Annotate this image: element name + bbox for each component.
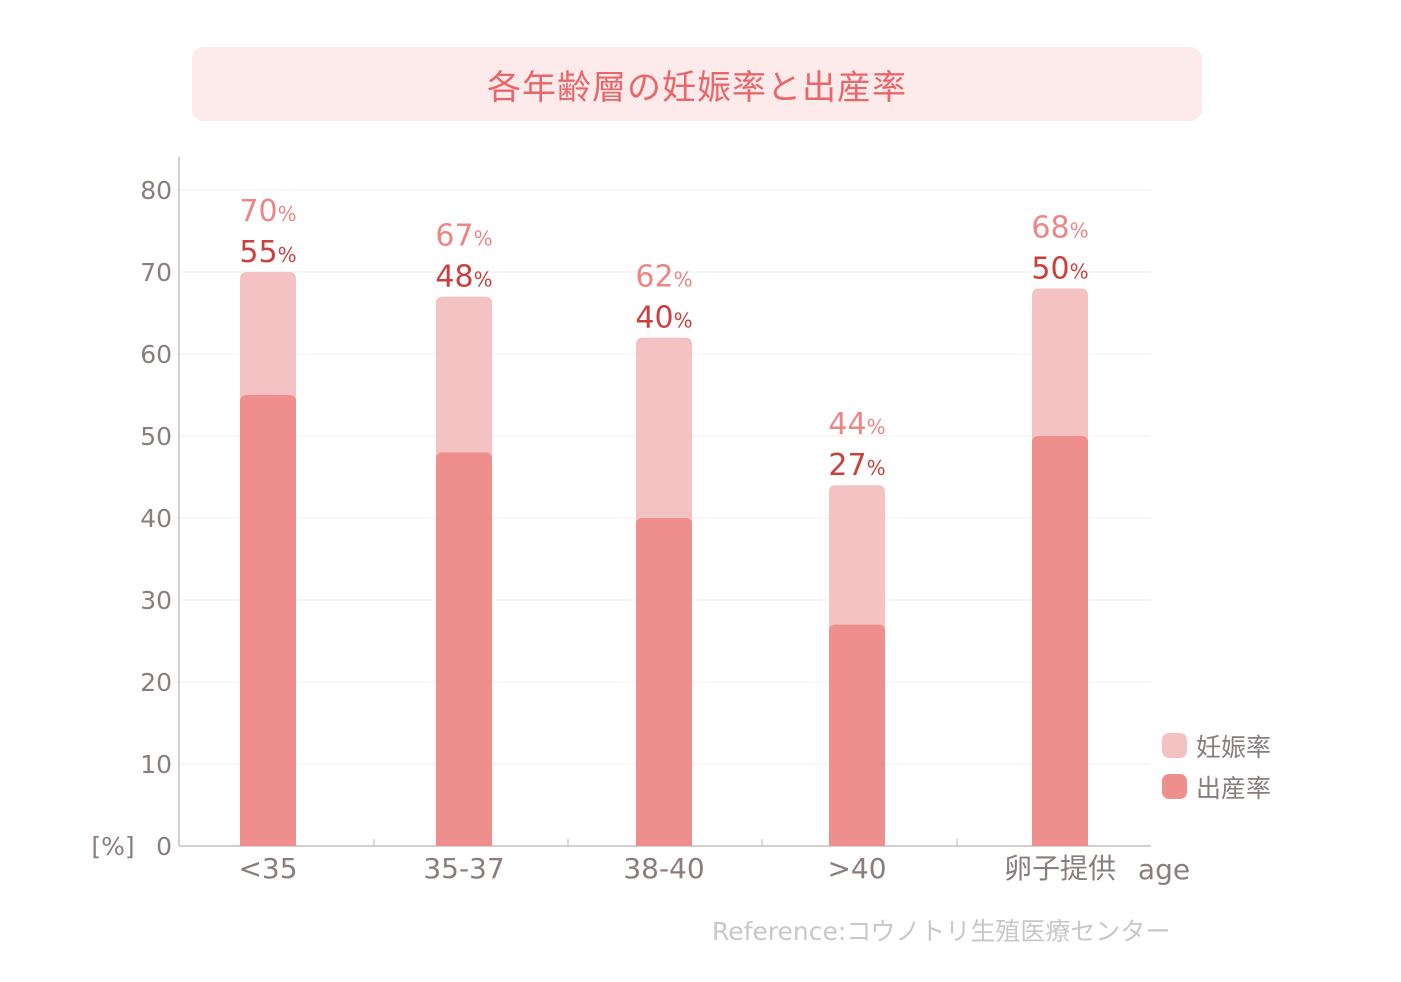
bar-birth-rate: [436, 452, 492, 846]
y-tick-label: 80: [140, 176, 172, 205]
bar-base: [240, 838, 296, 846]
data-label-pregnancy-rate: 62%: [635, 260, 692, 295]
x-tick-label: >40: [827, 852, 886, 885]
bar-birth-rate: [636, 518, 692, 846]
data-label-birth-rate: 48%: [435, 260, 492, 295]
reference-note: Reference:コウノトリ生殖医療センター: [712, 917, 1171, 946]
chart-title: 各年齢層の妊娠率と出産率: [487, 67, 907, 108]
data-label-birth-rate: 40%: [635, 301, 692, 336]
legend-label-pregnancy-rate: 妊娠率: [1196, 733, 1271, 762]
bar-base: [636, 838, 692, 846]
y-tick-label: 70: [140, 258, 172, 287]
bar-base: [436, 838, 492, 846]
x-unit-label: age: [1138, 853, 1190, 886]
chart-title-banner: 各年齢層の妊娠率と出産率: [192, 47, 1202, 121]
x-tick-label: 35-37: [423, 852, 504, 885]
y-tick-label: 50: [140, 422, 172, 451]
x-tick-label: 卵子提供: [1004, 852, 1116, 885]
x-tick-label: <35: [238, 852, 297, 885]
data-label-pregnancy-rate: 44%: [828, 407, 885, 442]
y-tick-label: 0: [156, 832, 172, 861]
legend-label-birth-rate: 出産率: [1196, 774, 1271, 803]
bar-birth-rate: [240, 395, 296, 846]
bar-birth-rate: [829, 624, 885, 846]
data-label-birth-rate: 55%: [239, 235, 296, 270]
x-tick-label: 38-40: [623, 852, 704, 885]
y-tick-label: 40: [140, 504, 172, 533]
bar-base: [829, 838, 885, 846]
legend-swatch-birth-rate: [1162, 774, 1187, 799]
y-tick-label: 60: [140, 340, 172, 369]
data-label-birth-rate: 27%: [828, 448, 885, 483]
bar-base: [1032, 838, 1088, 846]
bar-birth-rate: [1032, 436, 1088, 846]
data-label-pregnancy-rate: 70%: [239, 194, 296, 229]
y-tick-label: 30: [140, 586, 172, 615]
legend-swatch-pregnancy-rate: [1162, 733, 1187, 758]
y-unit-label: [%]: [91, 832, 134, 861]
data-label-pregnancy-rate: 68%: [1031, 210, 1088, 245]
data-label-birth-rate: 50%: [1031, 251, 1088, 286]
y-tick-label: 20: [140, 668, 172, 697]
y-tick-label: 10: [140, 750, 172, 779]
data-label-pregnancy-rate: 67%: [435, 219, 492, 254]
